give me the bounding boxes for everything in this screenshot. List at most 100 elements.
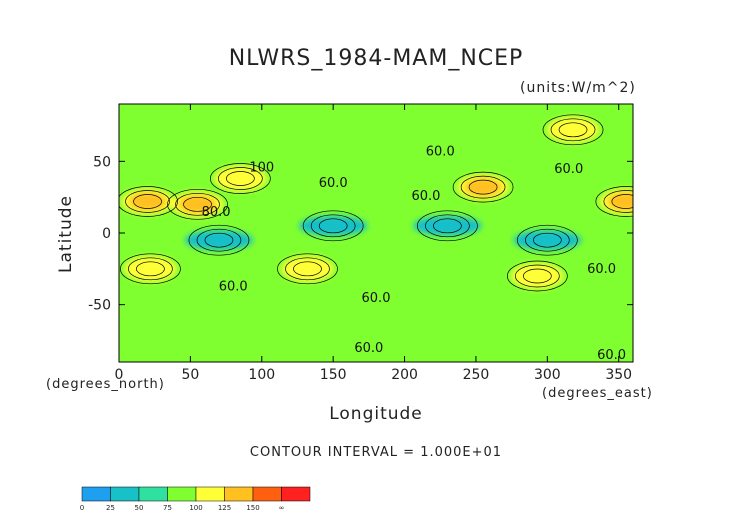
contour-9-2 [433,218,462,234]
x-tick-label-4: 200 [391,367,418,383]
colorbar-level-0: 0 [80,504,84,512]
contour-10-1 [310,214,356,238]
contour-label-4: 60.0 [219,279,248,294]
contour-7-2 [522,268,552,284]
contour-label-1: 60.0 [319,176,348,191]
region-8 [547,116,600,143]
contour-0-2 [133,194,162,209]
contour-label-6: 60.0 [587,262,616,277]
y-axis-label: Latitude [56,195,76,273]
contour-6-1 [285,257,330,281]
y-axis-units: (degrees_north) [46,377,165,392]
x-axis-label: Longitude [0,404,752,424]
y-tick-label-2: 50 [93,154,111,170]
contour-label-9: 80.0 [202,205,231,220]
x-tick-label-7: 350 [605,367,632,383]
field-background [119,104,633,362]
region-3 [457,174,510,201]
colorbar-swatch-5 [224,486,254,502]
contour-9-0 [417,210,478,242]
contour-label-8: 60.0 [597,348,626,363]
contour-10-2 [318,218,348,234]
contour-2-0 [210,163,271,194]
contour-5-1 [128,257,173,281]
region-1 [171,191,224,218]
region-6 [281,255,334,282]
contour-label-10: 100 [249,160,274,175]
contour-8-1 [550,118,596,142]
contour-5-0 [120,253,181,285]
colorbar-level-7: ∞ [279,504,285,512]
contour-0-0 [119,186,178,217]
contour-1-2 [183,196,212,212]
contour-3-1 [460,175,506,199]
plot-frame [118,103,634,363]
heatmap-field [119,104,633,362]
field-regions [121,116,633,289]
contour-10-0 [302,210,364,242]
colorbar-swatch-4 [195,486,225,502]
contour-6-2 [293,261,322,277]
x-tick-label-6: 300 [534,367,561,383]
region-12 [184,230,253,251]
contour-5-2 [136,261,165,277]
contour-12-0 [188,224,250,256]
contour-12-2 [204,232,234,248]
y-tick-label-1: 0 [102,226,111,242]
x-axis-ticks: 0 50 100 150 200 250 300 350 [115,104,632,383]
colorbar-swatch-7 [281,486,311,502]
colorbar-level-3: 75 [163,504,172,512]
region-7 [511,263,564,289]
contour-2-2 [226,171,255,186]
contour-interval-label: CONTOUR INTERVAL = 1.000E+01 [249,445,503,460]
region-11 [513,230,582,251]
contour-11-1 [524,228,570,252]
region-9 [413,215,482,236]
contour-7-1 [514,264,560,288]
contour-9-1 [425,214,470,238]
contour-12-1 [196,228,242,252]
colorbar-swatch-3 [167,486,197,502]
colorbar-level-6: 150 [246,504,259,512]
contour-3-0 [452,171,514,203]
y-axis-ticks: -50 0 50 [88,154,633,314]
colorbar-swatch-1 [110,486,140,502]
contour-2-1 [218,167,263,190]
units-label: (units:W/m^2) [520,80,636,96]
x-tick-label-2: 100 [248,367,275,383]
contour-0-1 [125,190,170,213]
contour-8-0 [542,114,604,146]
x-axis-units: (degrees_east) [542,386,653,401]
colorbar-swatch-2 [138,486,168,502]
x-axis-label-text: Longitude [329,404,423,424]
contour-11-0 [516,224,578,256]
contour-4-0 [595,186,633,217]
contour-lines [119,114,633,292]
region-10 [299,215,368,236]
colorbar-level-2: 50 [135,504,144,512]
contour-8-2 [558,122,588,138]
region-2 [214,165,267,192]
x-tick-label-1: 50 [181,367,199,383]
contour-label-5: 60.0 [362,291,391,306]
contour-4-1 [603,190,633,213]
region-0 [121,188,174,215]
contour-1-0 [167,188,228,220]
contour-value-labels: 60.0 60.0 60.0 60.0 60.0 60.0 60.0 60.0 60.0 80.0… [202,145,626,364]
y-tick-label-0: -50 [88,298,111,314]
contour-11-2 [532,232,562,248]
chart-title: NLWRS_1984-MAM_NCEP [228,46,524,71]
contour-4-2 [611,194,633,209]
colorbar: 0 25 50 75 100 125 150 ∞ [80,486,311,512]
contour-label-0: 60.0 [426,145,455,160]
contour-label-3: 60.0 [554,162,583,177]
contour-3-2 [468,179,498,195]
region-5 [124,255,177,282]
contour-7-0 [506,260,568,292]
contour-label-2: 60.0 [411,189,440,204]
contour-1-1 [175,192,220,216]
colorbar-swatch-6 [252,486,282,502]
colorbar-level-1: 25 [106,504,115,512]
x-tick-label-5: 250 [463,367,490,383]
colorbar-level-4: 100 [189,504,202,512]
